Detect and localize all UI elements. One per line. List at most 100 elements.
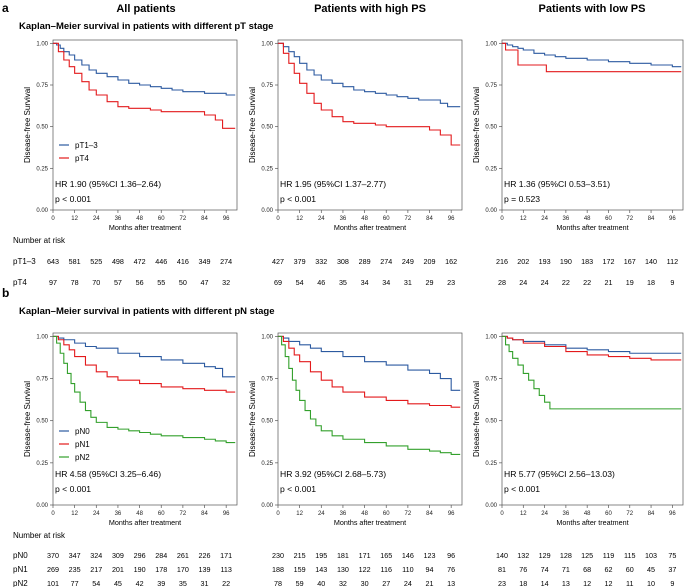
risk-count: 22 [222, 579, 230, 587]
risk-count: 59 [296, 579, 304, 587]
risk-count: 274 [380, 257, 392, 266]
risk-count: 269 [47, 565, 59, 574]
x-tick-label: 96 [448, 216, 455, 222]
y-axis-label: Disease-free Survival [23, 381, 32, 457]
survival-curve-pn0 [278, 335, 461, 391]
risk-count: 249 [402, 257, 414, 266]
risk-count: 427 [272, 257, 284, 266]
risk-count: 30 [361, 579, 369, 587]
hazard-ratio-text: HR 5.77 (95%CI 2.56–13.03) [504, 469, 615, 479]
risk-count: 116 [381, 565, 392, 574]
risk-count: 29 [426, 278, 434, 287]
risk-count: 193 [539, 257, 551, 266]
risk-count: 97 [49, 278, 57, 287]
risk-count: 171 [359, 551, 371, 560]
risk-count: 308 [337, 257, 349, 266]
x-tick-label: 24 [318, 511, 325, 517]
x-tick-label: 48 [136, 216, 143, 222]
x-tick-label: 12 [71, 511, 78, 517]
risk-count: 18 [519, 579, 527, 587]
risk-count: 75 [668, 551, 676, 560]
risk-count: 226 [199, 551, 211, 560]
y-tick-label: 0.00 [485, 208, 497, 214]
survival-curve-pt1-3 [53, 42, 236, 96]
risk-count: 34 [382, 278, 390, 287]
risk-count: 11 [626, 579, 633, 587]
x-tick-label: 0 [500, 216, 504, 222]
risk-count: 76 [519, 565, 527, 574]
risk-count: 39 [157, 579, 165, 587]
risk-count: 50 [179, 278, 187, 287]
plot-frame [501, 332, 684, 506]
y-tick-label: 0.50 [485, 419, 497, 425]
survival-curve-pn2 [53, 335, 236, 444]
x-tick-label: 60 [158, 216, 165, 222]
risk-count: 12 [604, 579, 612, 587]
hazard-ratio-text: HR 3.92 (95%CI 2.68–5.73) [280, 469, 386, 479]
risk-count: 46 [317, 278, 325, 287]
risk-count: 76 [447, 565, 455, 574]
y-tick-label: 0.75 [261, 83, 273, 89]
x-axis-label: Months after treatment [334, 223, 406, 232]
risk-count: 284 [155, 551, 167, 560]
legend-label-pt1-3: pT1–3 [75, 141, 98, 150]
x-axis-label: Months after treatment [109, 223, 181, 232]
y-tick-label: 1.00 [485, 41, 497, 47]
risk-count: 195 [315, 551, 327, 560]
risk-count: 78 [71, 278, 79, 287]
x-tick-label: 96 [669, 216, 676, 222]
risk-count: 332 [315, 257, 327, 266]
survival-curve-pn1 [502, 335, 682, 361]
risk-count: 56 [136, 278, 144, 287]
x-tick-label: 24 [318, 216, 325, 222]
y-tick-label: 1.00 [36, 334, 48, 340]
x-axis-label: Months after treatment [334, 518, 406, 527]
p-value-text: p = 0.523 [504, 194, 540, 204]
y-tick-label: 0.50 [261, 125, 273, 131]
x-tick-label: 96 [669, 511, 676, 517]
panel-letter-a: a [2, 1, 9, 15]
risk-count: 296 [134, 551, 146, 560]
panel-title-a: Kaplan–Meier survival in patients with d… [19, 21, 273, 32]
x-tick-label: 0 [276, 216, 280, 222]
survival-curve-pt4 [502, 42, 682, 73]
x-tick-label: 36 [563, 511, 570, 517]
survival-curve-pt4 [278, 42, 461, 146]
x-tick-label: 84 [426, 216, 433, 222]
risk-count: 119 [603, 551, 614, 560]
km-plot-b-patients-with-high-ps: 0.00 0.25 0.50 0.75 1.00 0 12 24 36 48 60 72 84 96 Mon… [248, 332, 463, 527]
risk-count: 202 [517, 257, 529, 266]
x-tick-label: 60 [158, 511, 165, 517]
risk-count: 181 [337, 551, 349, 560]
survival-curve-pn1 [53, 335, 236, 393]
risk-row-label-pn0: pN0 [13, 551, 28, 560]
y-tick-label: 0.25 [485, 166, 497, 172]
y-tick-label: 0.25 [261, 461, 273, 467]
number-at-risk-label-b: Number at risk [13, 531, 66, 540]
risk-count: 70 [92, 278, 100, 287]
x-tick-label: 24 [93, 216, 100, 222]
risk-count: 128 [560, 551, 572, 560]
p-value-text: p < 0.001 [55, 484, 91, 494]
risk-count: 22 [583, 278, 591, 287]
y-tick-label: 0.25 [261, 166, 273, 172]
y-tick-label: 0.00 [261, 503, 273, 509]
risk-count: 69 [274, 278, 282, 287]
risk-table-a-patients-with-high-ps: 427 379 332 308 289 274 249 209 162 69 54 46 35 34 34 3… [272, 257, 457, 287]
risk-count: 472 [134, 257, 146, 266]
risk-count: 235 [69, 565, 81, 574]
number-at-risk-label-a: Number at risk [13, 236, 66, 245]
panel-title-b: Kaplan–Meier survival in patients with d… [19, 306, 275, 317]
x-tick-label: 12 [296, 216, 303, 222]
risk-count: 14 [541, 579, 549, 587]
risk-count: 12 [583, 579, 591, 587]
risk-count: 24 [541, 278, 549, 287]
risk-count: 215 [294, 551, 306, 560]
risk-count: 132 [517, 551, 529, 560]
x-tick-label: 0 [276, 511, 280, 517]
risk-count: 261 [177, 551, 189, 560]
risk-count: 22 [562, 278, 570, 287]
y-tick-label: 0.75 [485, 377, 497, 383]
risk-count: 112 [667, 257, 678, 266]
